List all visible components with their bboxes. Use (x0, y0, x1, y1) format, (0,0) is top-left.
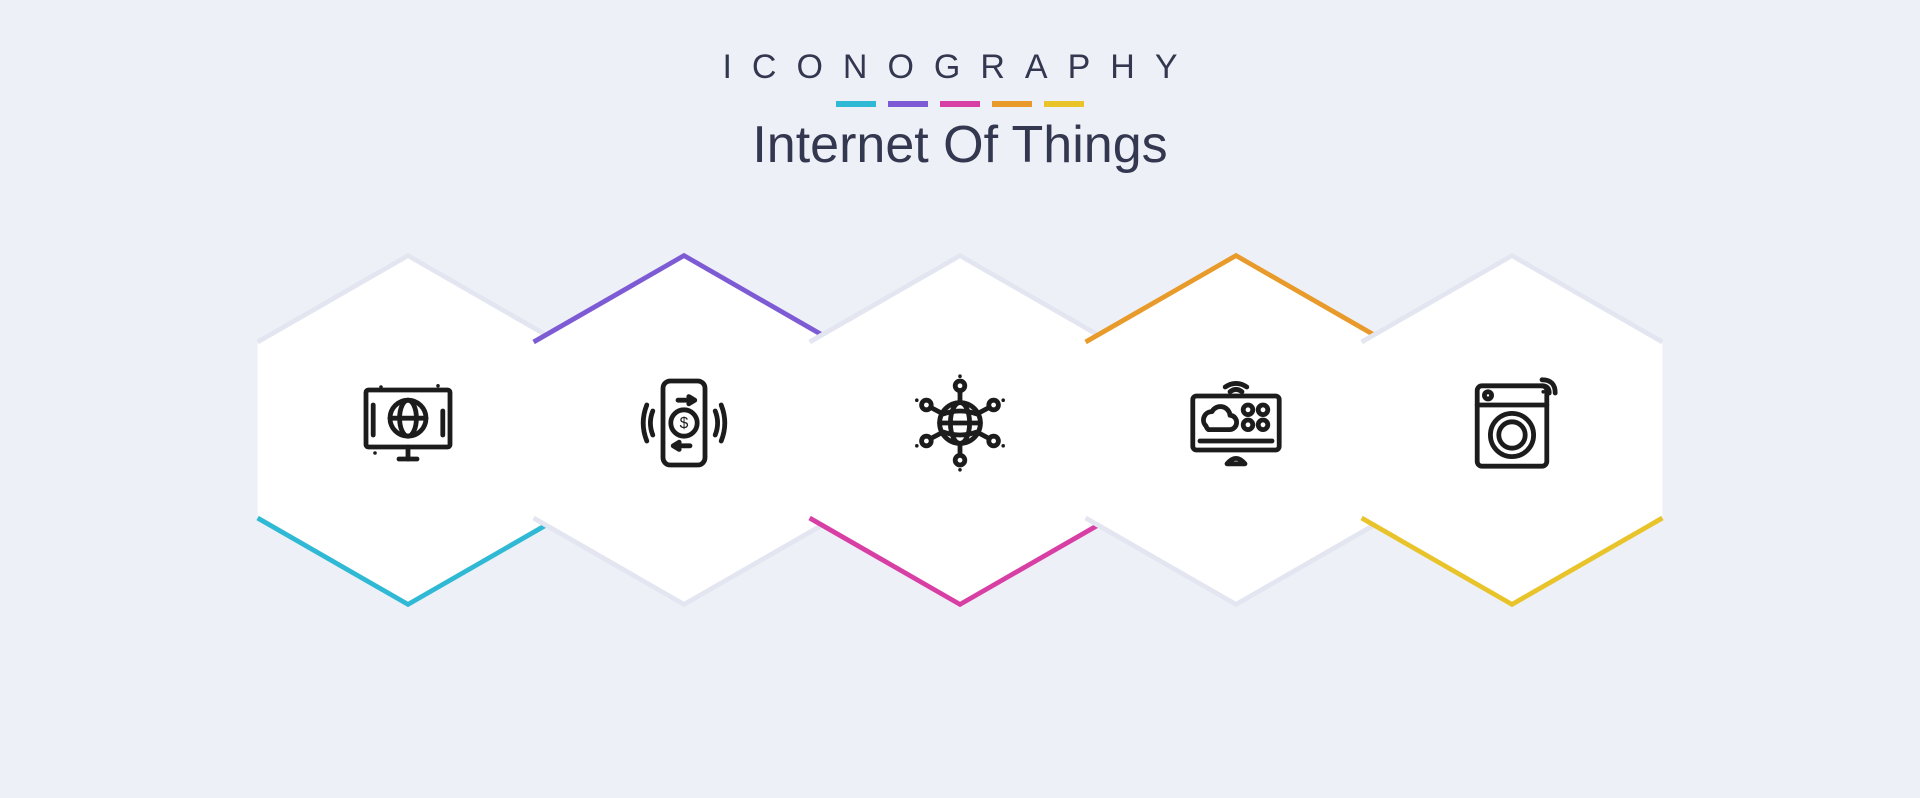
accent-bar (940, 101, 980, 107)
page-title: Internet Of Things (722, 115, 1197, 175)
globe-network-icon (890, 353, 1030, 493)
accent-bar (1044, 101, 1084, 107)
hex-card (1076, 245, 1396, 615)
accent-bar (992, 101, 1032, 107)
eyebrow-text: ICONOGRAPHY (722, 48, 1197, 87)
monitor-globe-icon (338, 353, 478, 493)
header: ICONOGRAPHY Internet Of Things (722, 48, 1197, 175)
svg-text:$: $ (680, 415, 689, 432)
hexagon-row: $ (270, 245, 1650, 615)
hex-card (248, 245, 568, 615)
accent-bar (888, 101, 928, 107)
accent-bar (836, 101, 876, 107)
smart-washer-icon (1442, 353, 1582, 493)
hex-card (800, 245, 1120, 615)
hex-card: $ (524, 245, 844, 615)
smart-monitor-icon (1166, 353, 1306, 493)
accent-underline (722, 101, 1197, 107)
mobile-payment-icon: $ (614, 353, 754, 493)
hex-card (1352, 245, 1672, 615)
